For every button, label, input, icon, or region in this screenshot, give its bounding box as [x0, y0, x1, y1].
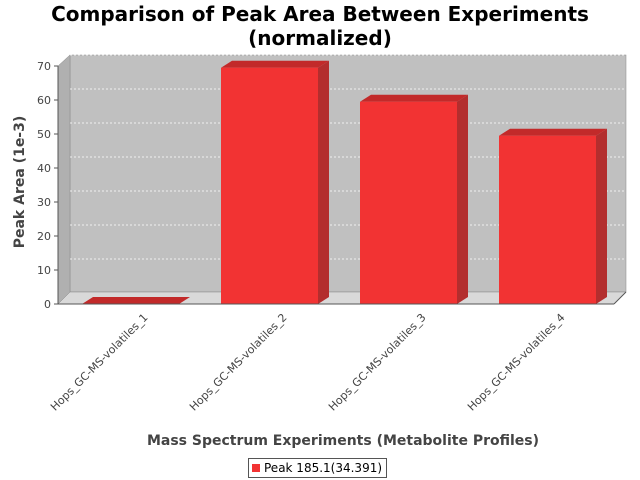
bar-side [318, 60, 329, 305]
x-tick-label: Hops_GC-MS-volatiles_3 [326, 311, 429, 414]
x-axis-label: Mass Spectrum Experiments (Metabolite Pr… [147, 433, 539, 449]
legend-swatch [252, 464, 260, 472]
chart-title-main: Comparison of Peak Area Between Experime… [51, 2, 589, 26]
x-axis-depth-line [613, 291, 627, 305]
plot-side-wall [57, 54, 71, 305]
y-axis-label: Peak Area (1e-3) [12, 116, 28, 249]
y-tick-label: 50 [37, 128, 51, 141]
y-tick-label: 40 [37, 162, 51, 175]
bar-top [221, 60, 329, 68]
bar-top [499, 128, 607, 136]
bar-side [596, 128, 607, 304]
legend-label: Peak 185.1(34.391) [264, 461, 383, 475]
x-tick-labels: Hops_GC-MS-volatiles_1 Hops_GC-MS-volatil… [48, 311, 568, 414]
y-tick-label: 60 [37, 94, 51, 107]
bar [499, 128, 607, 304]
bar-top [82, 297, 190, 304]
y-tick-label: 0 [44, 298, 51, 311]
x-tick-label: Hops_GC-MS-volatiles_2 [187, 311, 290, 414]
bar-front [499, 135, 596, 304]
y-tick-label: 70 [37, 60, 51, 73]
y-tick-labels: 0 10 20 30 40 50 60 70 [37, 60, 51, 311]
gridlines [70, 54, 626, 260]
chart-title: Comparison of Peak Area Between Experime… [0, 2, 640, 50]
bar [221, 60, 329, 305]
y-tick-label: 20 [37, 230, 51, 243]
legend: Peak 185.1(34.391) [248, 458, 388, 478]
bar-front [360, 101, 457, 304]
bar-front [221, 67, 318, 304]
y-tick-label: 30 [37, 196, 51, 209]
chart-subtitle: (normalized) [248, 26, 392, 50]
y-tick-label: 10 [37, 264, 51, 277]
bars [82, 60, 607, 305]
bar-top [360, 94, 468, 102]
bar-side [457, 94, 468, 304]
bar [82, 297, 190, 304]
x-tick-label: Hops_GC-MS-volatiles_4 [465, 311, 568, 414]
x-tick-label: Hops_GC-MS-volatiles_1 [48, 311, 151, 414]
axes [54, 65, 627, 305]
bar [360, 94, 468, 304]
